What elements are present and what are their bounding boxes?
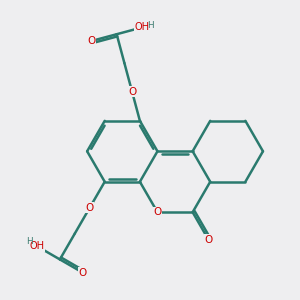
- Text: O: O: [85, 202, 94, 213]
- Text: O: O: [79, 268, 87, 278]
- Text: OH: OH: [29, 241, 45, 251]
- Text: O: O: [153, 207, 162, 217]
- Text: O: O: [128, 87, 136, 97]
- Text: H: H: [147, 21, 154, 30]
- Text: O: O: [204, 235, 213, 244]
- Text: OH: OH: [135, 22, 150, 32]
- Text: O: O: [87, 36, 95, 46]
- Text: H: H: [26, 237, 33, 246]
